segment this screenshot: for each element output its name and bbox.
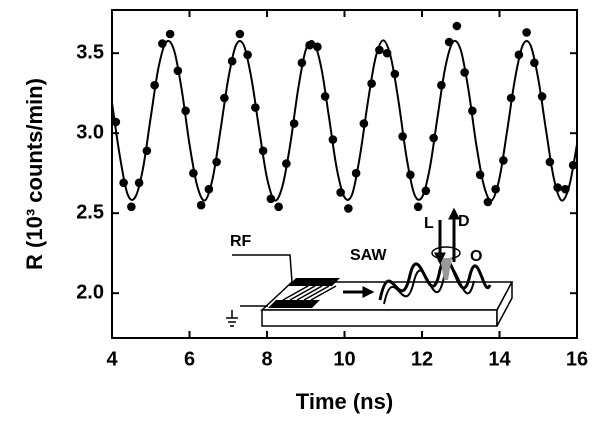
x-tick-label: 8 (261, 348, 272, 370)
data-point (452, 21, 462, 31)
wave (383, 265, 475, 305)
data-point (522, 28, 531, 37)
plot-area: 4 6 8 10 12 14 16 2.0 2.5 3.0 3.5 Time (ns) R (10³ c… (22, 9, 588, 414)
ground (226, 305, 268, 327)
x-tick-label: 4 (106, 348, 118, 370)
x-tick-label: 6 (184, 348, 195, 370)
data-point (235, 29, 245, 39)
y-axis-label: R (10³ counts/min) (22, 78, 47, 270)
idt-electrode (268, 300, 320, 308)
inset-label: SAW (350, 247, 387, 264)
inset-diagram: RF SAW L D O (226, 207, 514, 327)
y-tick-label: 3.0 (76, 121, 104, 143)
y-tick-label: 2.0 (76, 281, 104, 303)
x-tick-label: 12 (411, 348, 433, 370)
rf-wire (232, 254, 293, 283)
substrate-front (261, 309, 498, 327)
data-point (274, 202, 283, 212)
inset-label: O (470, 248, 482, 265)
inset-label: RF (230, 233, 252, 250)
fit-line (111, 39, 578, 202)
x-tick-label: 14 (488, 348, 511, 370)
idt-fingers (282, 285, 337, 301)
y-tick-label: 2.5 (76, 201, 104, 223)
data-point (344, 204, 353, 213)
wave (378, 258, 492, 301)
data-point (413, 202, 423, 212)
x-tick-label: 10 (333, 348, 355, 370)
data-point (196, 200, 206, 210)
x-axis-label: Time (ns) (296, 389, 393, 414)
idt-electrode (288, 278, 340, 286)
y-tick-label: 3.5 (76, 41, 104, 63)
substrate-side (496, 281, 513, 327)
inset-label: D (458, 213, 470, 230)
x-tick-label: 16 (566, 348, 588, 370)
lens (431, 246, 461, 260)
data-point (127, 202, 136, 212)
data-point (165, 29, 175, 39)
inset-label: L (424, 215, 434, 232)
